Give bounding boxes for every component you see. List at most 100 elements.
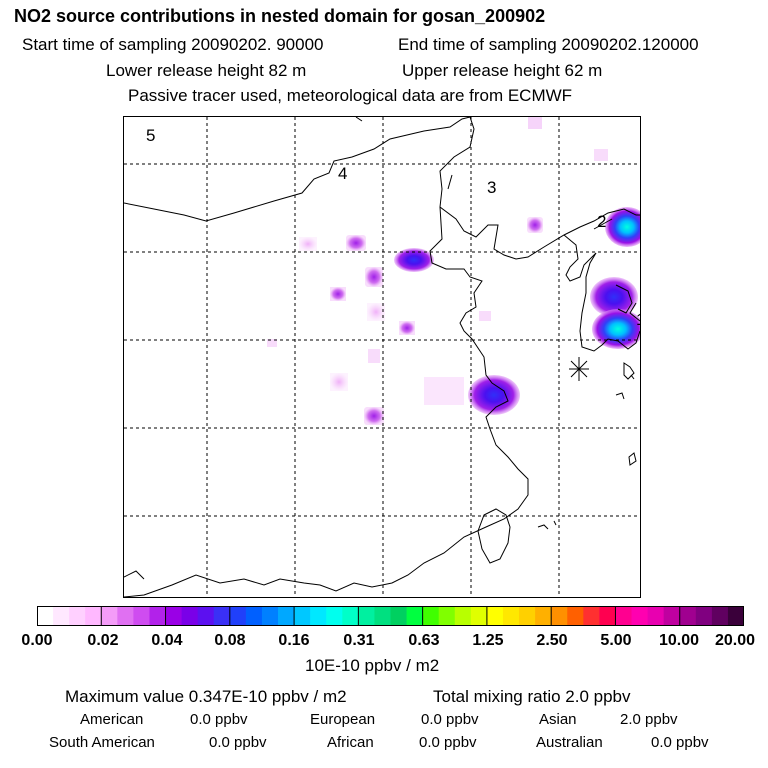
colorbar-swatch xyxy=(53,606,70,626)
colorbar-swatch xyxy=(358,606,375,626)
colorbar-tick-label: 10.00 xyxy=(658,632,700,649)
colorbar-swatch xyxy=(326,606,343,626)
colorbar-swatch xyxy=(406,606,424,626)
colorbar-swatch xyxy=(486,606,504,626)
region-label-4: 4 xyxy=(338,164,347,183)
map-panel: 5 4 3 2 1 xyxy=(123,116,641,598)
colorbar-swatch xyxy=(599,606,616,626)
plume-patch xyxy=(365,267,383,287)
colorbar-swatch xyxy=(165,606,183,626)
colorbar-swatch xyxy=(117,606,134,626)
tracer-note: Passive tracer used, meteorological data… xyxy=(128,86,573,105)
colorbar-swatch xyxy=(711,606,729,626)
plume-patch xyxy=(605,207,640,247)
plume-patch xyxy=(468,375,520,415)
colorbar-swatch xyxy=(615,606,633,626)
map-canvas: 5 4 3 2 1 xyxy=(124,117,640,597)
colorbar-units: 10E-10 ppbv / m2 xyxy=(305,656,440,675)
lat-lon-grid xyxy=(124,117,640,597)
region-name: Australian xyxy=(536,734,603,751)
colorbar-swatch xyxy=(213,606,231,626)
colorbar-swatch xyxy=(390,606,408,626)
colorbar-swatch xyxy=(567,606,584,626)
plume-patch xyxy=(399,321,415,335)
colorbar-swatch xyxy=(261,606,279,626)
plume-patch xyxy=(592,309,640,349)
colorbar xyxy=(37,606,745,626)
colorbar-swatch xyxy=(101,606,118,626)
colorbar-tick-label: 5.00 xyxy=(600,632,632,649)
colorbar-swatch xyxy=(551,606,568,626)
colorbar-swatch xyxy=(519,606,536,626)
colorbar-tick-label: 0.63 xyxy=(408,632,440,649)
colorbar-swatch xyxy=(229,606,247,626)
colorbar-swatch xyxy=(663,606,681,626)
colorbar-swatch xyxy=(631,606,649,626)
plume-patch xyxy=(330,373,348,391)
figure-title: NO2 source contributions in nested domai… xyxy=(14,6,546,26)
plume-patch xyxy=(368,349,380,363)
colorbar-swatch xyxy=(695,606,713,626)
colorbar-swatch xyxy=(422,606,440,626)
colorbar-swatch xyxy=(85,606,102,626)
plume-patch xyxy=(594,149,608,161)
total-mixing-ratio-label: Total mixing ratio 2.0 ppbv xyxy=(433,687,631,706)
colorbar-tick-label: 0.02 xyxy=(87,632,119,649)
end-time-label: End time of sampling 20090202.120000 xyxy=(398,35,699,54)
colorbar-swatch xyxy=(583,606,600,626)
region-value: 0.0 ppbv xyxy=(651,734,709,751)
colorbar-swatch xyxy=(37,606,54,626)
plume-patch xyxy=(267,339,277,347)
lower-release-label: Lower release height 82 m xyxy=(106,61,307,80)
colorbar-swatch xyxy=(647,606,665,626)
colorbar-border xyxy=(37,606,744,626)
region-label-2: 2 xyxy=(597,212,606,231)
colorbar-tick-label: 0.08 xyxy=(214,632,246,649)
colorbar-swatch xyxy=(197,606,215,626)
maximum-value-label: Maximum value 0.347E-10 ppbv / m2 xyxy=(65,687,347,706)
colorbar-swatch xyxy=(727,606,745,626)
plume-patch xyxy=(330,287,346,301)
colorbar-tick-label: 0.00 xyxy=(21,632,53,649)
plume-patch xyxy=(527,217,543,233)
plume-patch xyxy=(364,407,384,425)
plume-patch xyxy=(367,303,385,321)
colorbar-tick-label: 0.16 xyxy=(278,632,310,649)
region-value: 0.0 ppbv xyxy=(419,734,477,751)
colorbar-tick-label: 0.31 xyxy=(343,632,375,649)
colorbar-tick-label: 0.04 xyxy=(151,632,183,649)
plume-patch xyxy=(299,237,317,251)
region-value: 0.0 ppbv xyxy=(421,711,479,728)
colorbar-tick-label: 20.00 xyxy=(714,632,756,649)
colorbar-tick-label: 1.25 xyxy=(472,632,504,649)
start-time-label: Start time of sampling 20090202. 90000 xyxy=(22,35,324,54)
colorbar-swatch xyxy=(133,606,150,626)
colorbar-swatch xyxy=(245,606,263,626)
colorbar-swatch xyxy=(374,606,391,626)
plume-patch xyxy=(528,117,542,129)
region-label-3: 3 xyxy=(487,178,496,197)
region-value: 0.0 ppbv xyxy=(190,711,248,728)
colorbar-swatch xyxy=(438,606,456,626)
colorbar-swatch xyxy=(342,606,359,626)
colorbar-swatch xyxy=(502,606,520,626)
colorbar-swatch xyxy=(310,606,327,626)
colorbar-swatch xyxy=(181,606,199,626)
colorbar-swatch xyxy=(69,606,86,626)
plume-patch xyxy=(479,311,491,321)
receptor-asterisk-icon xyxy=(569,357,589,381)
colorbar-swatch xyxy=(535,606,552,626)
coastlines xyxy=(124,117,640,597)
plume-patch xyxy=(590,277,638,317)
region-label-1: 1 xyxy=(636,310,640,329)
region-label-5: 5 xyxy=(146,126,155,145)
upper-release-label: Upper release height 62 m xyxy=(402,61,603,80)
colorbar-swatch xyxy=(278,606,295,626)
region-value: 0.0 ppbv xyxy=(209,734,267,751)
colorbar-swatch xyxy=(149,606,167,626)
colorbar-swatch xyxy=(470,606,488,626)
region-value: 2.0 ppbv xyxy=(620,711,678,728)
region-name: African xyxy=(327,734,374,751)
colorbar-tick-label: 2.50 xyxy=(536,632,568,649)
concentration-field xyxy=(267,117,640,425)
